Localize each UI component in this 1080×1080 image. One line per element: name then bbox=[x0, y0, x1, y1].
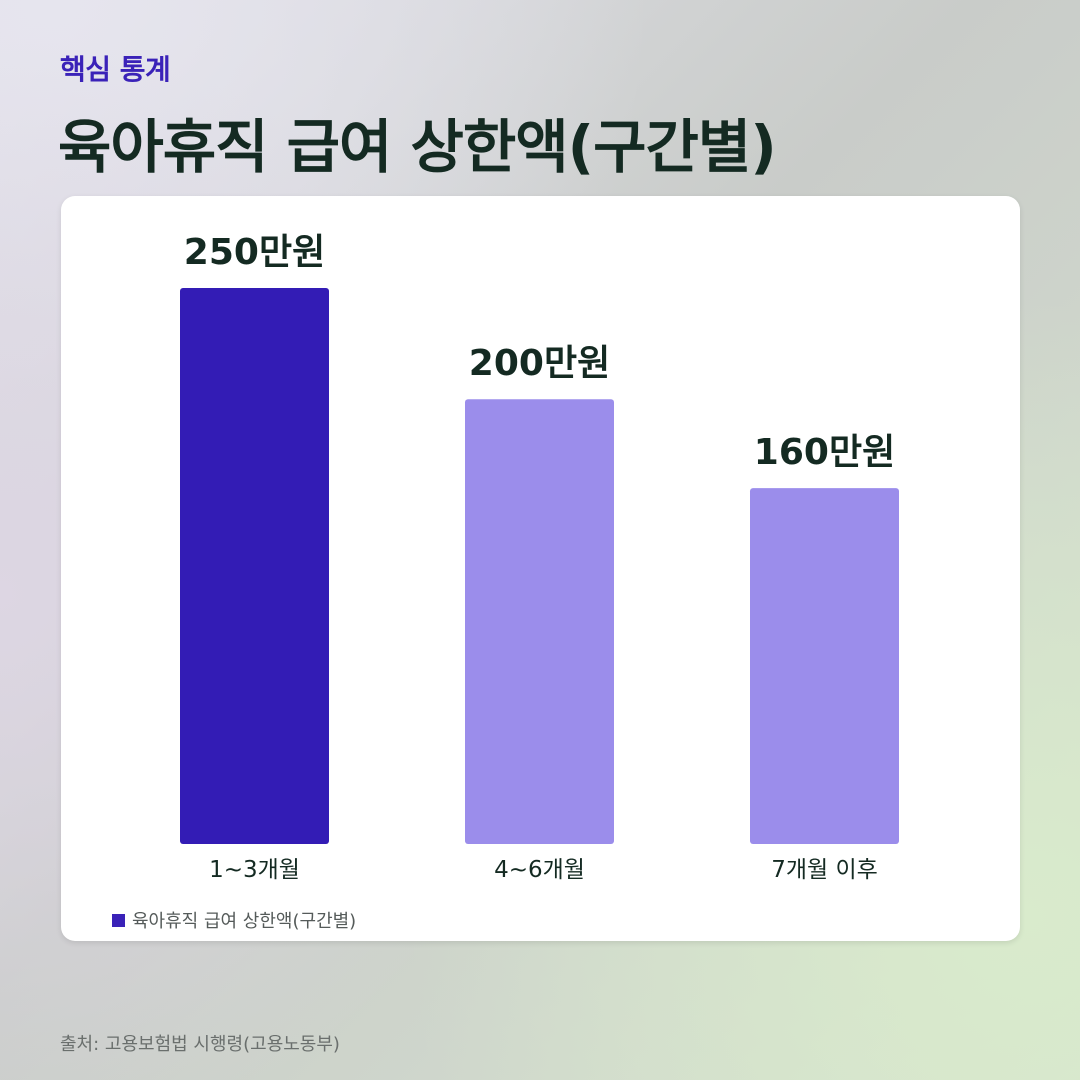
bar-chart: 250만원 1~3개월 200만원 4~6개월 160만원 7개월 이후 bbox=[180, 232, 899, 883]
bar-2 bbox=[465, 399, 614, 844]
section-eyebrow: 핵심 통계 bbox=[60, 53, 171, 86]
page-title: 육아휴직 급여 상한액(구간별) bbox=[58, 113, 777, 181]
bar-1 bbox=[180, 288, 329, 844]
legend-swatch bbox=[112, 913, 125, 927]
bar-value-label: 200만원 bbox=[469, 343, 610, 384]
chart-card: 250만원 1~3개월 200만원 4~6개월 160만원 7개월 이후 육아휴직 급여 … bbox=[61, 196, 1020, 941]
bar-value-label: 160만원 bbox=[754, 432, 895, 473]
source-note: 출처: 고용보험법 시행령(고용노동부) bbox=[60, 1034, 340, 1055]
chart-legend: 육아휴직 급여 상한액(구간별) bbox=[112, 907, 356, 933]
bar-3 bbox=[750, 488, 899, 844]
category-label: 1~3개월 bbox=[209, 857, 300, 883]
category-label: 7개월 이후 bbox=[771, 857, 878, 883]
bar-value-label: 250만원 bbox=[184, 232, 325, 273]
category-label: 4~6개월 bbox=[494, 857, 585, 883]
legend-label: 육아휴직 급여 상한액(구간별) bbox=[132, 911, 357, 932]
